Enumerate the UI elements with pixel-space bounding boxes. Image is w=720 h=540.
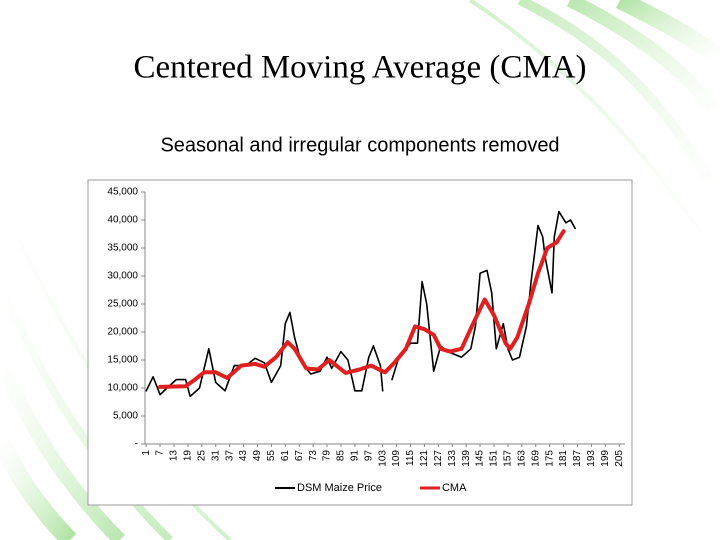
y-tick-label: 30,000 [107, 271, 138, 282]
x-tick-label: 37 [224, 450, 235, 462]
x-tick-label: 139 [461, 450, 472, 467]
x-tick-label: 169 [530, 450, 541, 467]
x-tick-label: 199 [600, 450, 611, 467]
y-tick-label: 10,000 [107, 383, 138, 394]
legend-label: DSM Maize Price [297, 482, 382, 494]
series-line [158, 229, 566, 389]
x-tick-label: 175 [544, 450, 555, 467]
x-tick-label: 145 [475, 450, 486, 467]
y-tick-label: 45,000 [107, 187, 138, 198]
x-tick-label: 97 [363, 450, 374, 462]
slide-title: Centered Moving Average (CMA) [133, 50, 586, 86]
x-tick-label: 115 [405, 450, 416, 466]
decoration-bottom-left [0, 199, 232, 540]
x-tick-label: 61 [280, 450, 291, 462]
x-tick-label: 79 [322, 450, 333, 462]
x-tick-label: 205 [614, 450, 625, 467]
slide-subtitle: Seasonal and irregular components remove… [160, 134, 559, 156]
x-tick-label: 181 [558, 450, 569, 467]
x-tick-label: 193 [586, 450, 597, 467]
chart: - 5,000 10,000 15,000 20,000 25,000 30,000 35,0… [107, 187, 625, 494]
x-tick-label: 103 [377, 450, 388, 467]
y-tick-label: 15,000 [107, 355, 138, 366]
x-tick-label: 127 [433, 450, 444, 467]
x-tick-label: 7 [155, 450, 166, 456]
x-tick-label: 187 [572, 450, 583, 467]
x-tick-label: 73 [308, 450, 319, 462]
x-tick-label: 121 [419, 450, 430, 467]
x-tick-label: 109 [391, 450, 402, 467]
y-tick-label: 40,000 [107, 215, 138, 226]
y-tick-label: 5,000 [113, 411, 138, 422]
y-tick-label: 35,000 [107, 243, 138, 254]
x-tick-label: 91 [349, 450, 360, 462]
x-tick-label: 163 [516, 450, 527, 467]
x-tick-label: 43 [238, 450, 249, 462]
x-tick-label: 85 [336, 450, 347, 462]
x-tick-label: 1 [141, 450, 152, 456]
x-tick-label: 13 [169, 450, 180, 462]
x-tick-label: 55 [266, 450, 277, 462]
y-tick-label: 20,000 [107, 327, 138, 338]
y-tick-label: - [135, 439, 138, 450]
x-tick-label: 31 [210, 450, 221, 462]
x-tick-label: 19 [183, 450, 194, 462]
x-tick-label: 157 [503, 450, 514, 467]
x-tick-label: 151 [489, 450, 500, 467]
decoration-top-right [468, 0, 720, 262]
y-tick-label: 25,000 [107, 299, 138, 310]
x-tick-label: 25 [196, 450, 207, 462]
x-tick-label: 67 [294, 450, 305, 462]
series-line [391, 210, 576, 381]
x-tick-label: 133 [447, 450, 458, 467]
x-tick-label: 49 [252, 450, 263, 462]
legend-label: CMA [442, 482, 467, 494]
